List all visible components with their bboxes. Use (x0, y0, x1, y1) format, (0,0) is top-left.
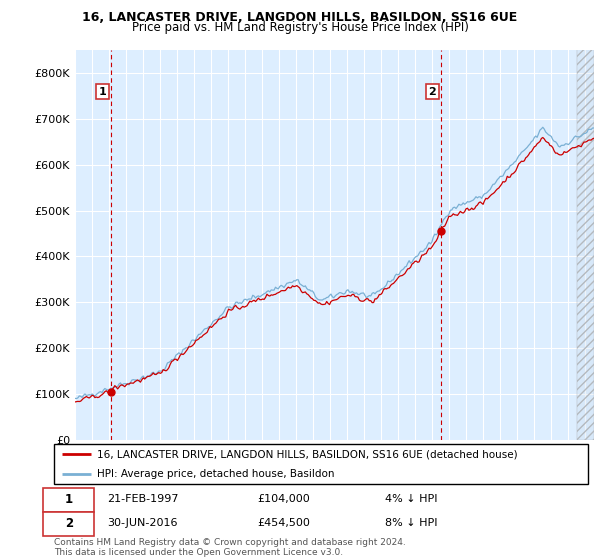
Text: 1: 1 (65, 493, 73, 506)
FancyBboxPatch shape (43, 488, 94, 512)
Text: 8% ↓ HPI: 8% ↓ HPI (385, 519, 437, 529)
Text: 16, LANCASTER DRIVE, LANGDON HILLS, BASILDON, SS16 6UE: 16, LANCASTER DRIVE, LANGDON HILLS, BASI… (82, 11, 518, 24)
Text: HPI: Average price, detached house, Basildon: HPI: Average price, detached house, Basi… (97, 469, 334, 479)
Text: 21-FEB-1997: 21-FEB-1997 (107, 494, 179, 505)
Text: 16, LANCASTER DRIVE, LANGDON HILLS, BASILDON, SS16 6UE (detached house): 16, LANCASTER DRIVE, LANGDON HILLS, BASI… (97, 449, 517, 459)
Text: Contains HM Land Registry data © Crown copyright and database right 2024.
This d: Contains HM Land Registry data © Crown c… (54, 538, 406, 557)
Text: £454,500: £454,500 (257, 519, 310, 529)
Text: £104,000: £104,000 (257, 494, 310, 505)
Text: 4% ↓ HPI: 4% ↓ HPI (385, 494, 437, 505)
FancyBboxPatch shape (54, 444, 588, 484)
FancyBboxPatch shape (43, 512, 94, 536)
Text: 2: 2 (428, 87, 436, 97)
Text: Price paid vs. HM Land Registry's House Price Index (HPI): Price paid vs. HM Land Registry's House … (131, 21, 469, 34)
Text: 1: 1 (99, 87, 107, 97)
Text: 30-JUN-2016: 30-JUN-2016 (107, 519, 178, 529)
Text: 2: 2 (65, 517, 73, 530)
